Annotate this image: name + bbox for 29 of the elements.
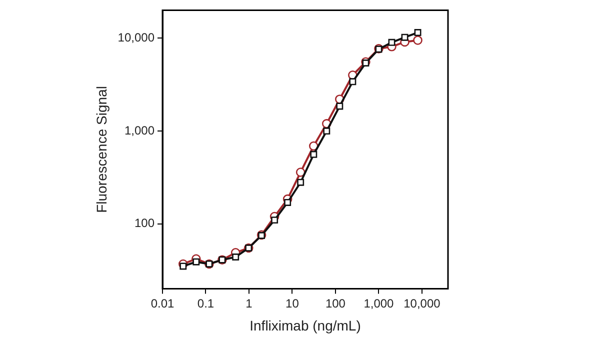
y-tick-label: 100 xyxy=(134,216,155,230)
y-tick-label: 10,000 xyxy=(118,30,155,44)
x-tick-label: 100 xyxy=(325,296,346,310)
point xyxy=(296,168,306,177)
y-tick-label: 1,000 xyxy=(124,123,155,138)
x-tick-label: 10,000 xyxy=(404,296,441,310)
point xyxy=(180,262,187,270)
point xyxy=(388,38,396,46)
point xyxy=(349,78,356,86)
point xyxy=(284,199,292,206)
x-tick-label: 0.01 xyxy=(150,296,175,310)
x-tick-label: 1,000 xyxy=(364,296,394,310)
point xyxy=(192,258,200,266)
x-tick-label: 0.1 xyxy=(197,296,214,310)
point xyxy=(309,141,318,151)
x-tick-label: 10 xyxy=(286,296,300,310)
point xyxy=(323,128,330,134)
point xyxy=(336,102,344,110)
y-axis-title: Fluorescence Signal xyxy=(93,86,110,213)
point xyxy=(413,36,422,45)
point xyxy=(297,178,304,186)
x-axis-title: Infliximab (ng/mL) xyxy=(250,317,361,334)
point xyxy=(232,254,240,260)
x-tick-label: 1 xyxy=(246,296,253,310)
point xyxy=(362,60,370,66)
point xyxy=(310,150,318,158)
point xyxy=(401,34,408,41)
point xyxy=(271,216,278,224)
point xyxy=(414,29,422,36)
